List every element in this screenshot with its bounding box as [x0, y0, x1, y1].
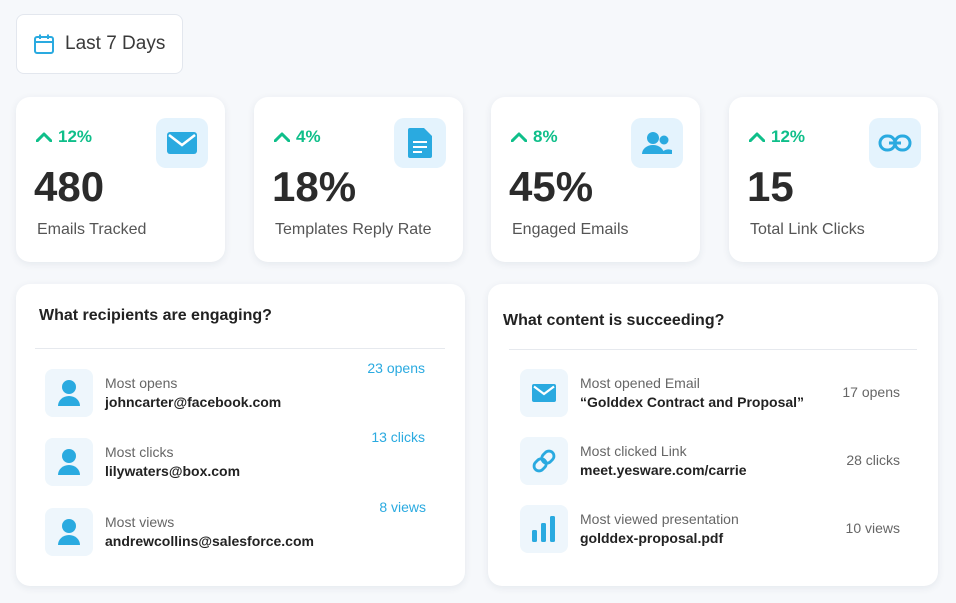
item-metric: 8 views — [379, 499, 426, 515]
stat-value: 45% — [509, 163, 594, 210]
trend-value: 8% — [533, 127, 558, 146]
trend-value: 12% — [771, 127, 806, 146]
stat-value: 15 — [747, 163, 794, 210]
envelope-icon — [156, 118, 208, 168]
item-label: Most viewed presentation — [580, 511, 739, 527]
item-metric: 10 views — [845, 520, 900, 536]
date-range-button[interactable]: Last 7 Days — [16, 14, 183, 74]
trend-indicator: 12% — [36, 127, 92, 147]
item-label: Most views — [105, 514, 175, 530]
list-item[interactable]: Most views andrewcollins@salesforce.com … — [45, 499, 426, 557]
stat-label: Templates Reply Rate — [275, 221, 432, 238]
item-value: golddex-proposal.pdf — [580, 530, 724, 546]
recipients-panel: What recipients are engaging? Most opens… — [16, 284, 465, 586]
calendar-icon — [33, 33, 55, 55]
stat-card-emails-tracked: 12% 480 Emails Tracked — [16, 97, 225, 262]
user-icon — [45, 369, 93, 417]
trend-value: 12% — [58, 127, 93, 146]
item-metric: 17 opens — [842, 384, 900, 400]
arrow-up-icon — [36, 132, 52, 142]
stat-card-engaged-emails: 8% 45% Engaged Emails — [491, 97, 700, 262]
item-value: johncarter@facebook.com — [105, 394, 282, 410]
stat-value: 18% — [272, 163, 357, 210]
item-metric: 23 opens — [367, 360, 425, 376]
item-value: lilywaters@box.com — [105, 463, 241, 479]
link-icon — [520, 437, 568, 485]
arrow-up-icon — [274, 132, 290, 142]
user-icon — [45, 438, 93, 486]
list-item[interactable]: Most opens johncarter@facebook.com 23 op… — [45, 360, 425, 418]
divider — [509, 349, 917, 350]
item-value: andrewcollins@salesforce.com — [105, 533, 314, 549]
item-label: Most clicks — [105, 444, 174, 460]
link-icon — [869, 118, 921, 168]
item-label: Most opened Email — [580, 375, 700, 391]
item-value: “Golddex Contract and Proposal” — [580, 394, 805, 410]
content-panel: What content is succeeding? Most opened … — [488, 284, 938, 586]
user-icon — [45, 508, 93, 556]
item-label: Most clicked Link — [580, 443, 687, 459]
stat-card-templates-reply-rate: 4% 18% Templates Reply Rate — [254, 97, 463, 262]
item-value: meet.yesware.com/carrie — [580, 462, 747, 478]
panel-title: What recipients are engaging? — [39, 307, 272, 324]
stat-card-total-link-clicks: 12% 15 Total Link Clicks — [729, 97, 938, 262]
stat-value: 480 — [34, 163, 105, 210]
trend-value: 4% — [296, 127, 321, 146]
divider — [35, 348, 445, 349]
users-icon — [631, 118, 683, 168]
item-metric: 13 clicks — [371, 429, 425, 445]
trend-indicator: 12% — [749, 127, 805, 147]
date-range-label: Last 7 Days — [65, 33, 166, 54]
bar-chart-icon — [520, 505, 568, 553]
list-item[interactable]: Most clicked Link meet.yesware.com/carri… — [520, 436, 900, 486]
arrow-up-icon — [511, 132, 527, 142]
trend-indicator: 4% — [274, 127, 321, 147]
trend-indicator: 8% — [511, 127, 558, 147]
list-item[interactable]: Most opened Email “Golddex Contract and … — [520, 368, 900, 418]
arrow-up-icon — [749, 132, 765, 142]
stat-label: Emails Tracked — [37, 221, 147, 238]
stat-label: Total Link Clicks — [750, 221, 865, 238]
document-icon — [394, 118, 446, 168]
envelope-icon — [520, 369, 568, 417]
stat-label: Engaged Emails — [512, 221, 629, 238]
list-item[interactable]: Most viewed presentation golddex-proposa… — [520, 504, 900, 554]
panel-title: What content is succeeding? — [503, 312, 725, 329]
item-metric: 28 clicks — [846, 452, 900, 468]
list-item[interactable]: Most clicks lilywaters@box.com 13 clicks — [45, 429, 425, 487]
item-label: Most opens — [105, 375, 178, 391]
